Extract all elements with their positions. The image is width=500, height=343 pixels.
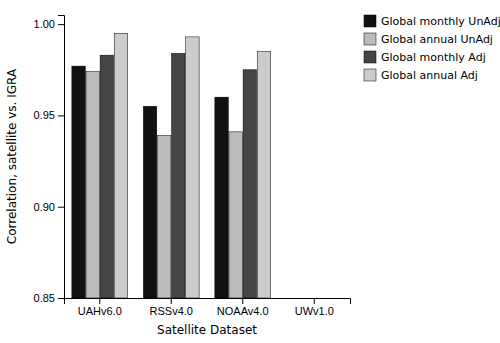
bar bbox=[257, 52, 270, 298]
y-axis: 0.85 0.90 0.95 1.00 bbox=[34, 16, 65, 305]
bar-series bbox=[72, 66, 228, 298]
legend-swatch bbox=[364, 33, 376, 45]
bar-series bbox=[114, 33, 270, 298]
x-tick: NOAAv4.0 bbox=[217, 298, 269, 317]
legend-item: Global monthly Adj bbox=[364, 51, 486, 64]
x-tick-mark bbox=[171, 298, 172, 304]
bar bbox=[100, 55, 113, 298]
y-tick: 0.85 bbox=[34, 292, 64, 304]
y-axis-line bbox=[58, 16, 65, 299]
x-tick-label: UAHv6.0 bbox=[78, 305, 122, 317]
x-tick: UAHv6.0 bbox=[78, 298, 122, 317]
y-tick-mark bbox=[58, 207, 64, 208]
y-tick-label: 0.95 bbox=[34, 109, 55, 121]
legend-label: Global annual UnAdj bbox=[381, 33, 493, 46]
legend-label: Global monthly Adj bbox=[381, 51, 486, 64]
legend-item: Global annual Adj bbox=[364, 69, 478, 82]
legend-label: Global monthly UnAdj bbox=[381, 15, 500, 28]
legend-item: Global monthly UnAdj bbox=[364, 15, 500, 28]
x-tick-mark bbox=[314, 298, 315, 304]
x-tick-mark bbox=[242, 298, 243, 304]
plot-area: UAHv6.0 RSSv4.0 NOAAv4.0 UWv1.0 0.85 0.90 0.95… bbox=[5, 16, 351, 338]
bar bbox=[143, 106, 156, 298]
bar bbox=[86, 72, 99, 298]
y-axis-title: Correlation, satellite vs. IGRA bbox=[5, 68, 19, 244]
y-tick-label: 0.90 bbox=[34, 201, 55, 213]
chart: UAHv6.0 RSSv4.0 NOAAv4.0 UWv1.0 0.85 0.90 0.95… bbox=[0, 0, 500, 343]
y-tick-label: 0.85 bbox=[34, 292, 55, 304]
bar bbox=[186, 37, 199, 298]
bar bbox=[243, 70, 256, 298]
bar bbox=[157, 136, 170, 298]
bar bbox=[114, 33, 127, 298]
x-tick-label: NOAAv4.0 bbox=[217, 305, 269, 317]
legend-swatch bbox=[364, 69, 376, 81]
x-tick: RSSv4.0 bbox=[150, 298, 193, 317]
x-axis-line bbox=[65, 299, 351, 305]
bar bbox=[215, 97, 228, 298]
legend-swatch bbox=[364, 51, 376, 63]
x-tick-label: UWv1.0 bbox=[295, 305, 334, 317]
bars bbox=[72, 33, 271, 298]
bar bbox=[172, 53, 185, 298]
y-tick: 1.00 bbox=[34, 18, 64, 30]
legend-swatch bbox=[364, 15, 376, 27]
bar bbox=[72, 66, 85, 298]
y-tick-mark bbox=[58, 298, 64, 299]
x-tick-label: RSSv4.0 bbox=[150, 305, 193, 317]
bar bbox=[229, 132, 242, 298]
y-tick-mark bbox=[58, 115, 64, 116]
legend: Global monthly UnAdj Global annual UnAdj G… bbox=[364, 15, 500, 82]
legend-label: Global annual Adj bbox=[381, 69, 478, 82]
y-tick: 0.90 bbox=[34, 201, 64, 213]
y-tick-label: 1.00 bbox=[34, 18, 55, 30]
legend-item: Global annual UnAdj bbox=[364, 33, 493, 46]
y-tick: 0.95 bbox=[34, 109, 64, 121]
x-axis-title: Satellite Dataset bbox=[157, 323, 257, 337]
x-tick: UWv1.0 bbox=[295, 298, 334, 317]
x-tick-mark bbox=[99, 298, 100, 304]
x-axis: UAHv6.0 RSSv4.0 NOAAv4.0 UWv1.0 bbox=[65, 298, 351, 317]
y-tick-mark bbox=[58, 24, 64, 25]
